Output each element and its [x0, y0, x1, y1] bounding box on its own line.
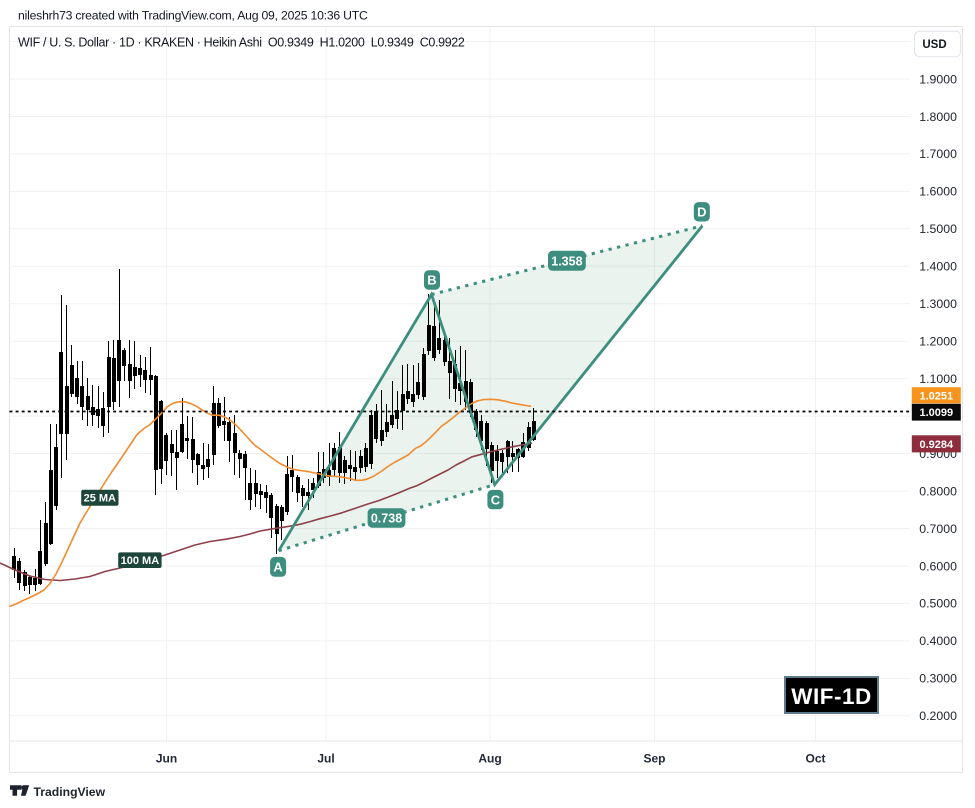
- svg-text:0.6000: 0.6000: [919, 559, 957, 573]
- svg-text:nileshrh73 created with Tradin: nileshrh73 created with TradingView.com,…: [18, 8, 368, 22]
- svg-text:1.4000: 1.4000: [919, 260, 957, 274]
- svg-text:1.8000: 1.8000: [919, 110, 957, 124]
- svg-text:0.8000: 0.8000: [919, 484, 957, 498]
- svg-text:Oct: Oct: [805, 752, 825, 766]
- svg-text:25 MA: 25 MA: [84, 493, 116, 505]
- svg-text:0.9284: 0.9284: [919, 439, 954, 451]
- svg-text:1.7000: 1.7000: [919, 147, 957, 161]
- svg-text:1.3000: 1.3000: [919, 297, 957, 311]
- svg-text:1.1000: 1.1000: [919, 372, 957, 386]
- svg-text:D: D: [697, 205, 706, 220]
- svg-text:1.2000: 1.2000: [919, 335, 957, 349]
- svg-text:C: C: [491, 492, 501, 507]
- svg-text:1.9000: 1.9000: [919, 72, 957, 86]
- svg-text:TradingView: TradingView: [34, 785, 106, 799]
- svg-text:Sep: Sep: [643, 752, 665, 766]
- svg-text:Jun: Jun: [156, 752, 177, 766]
- svg-text:0.2000: 0.2000: [919, 709, 957, 723]
- svg-text:WIF / U. S. Dollar · 1D · KRAK: WIF / U. S. Dollar · 1D · KRAKEN · Heiki…: [18, 35, 465, 49]
- svg-text:Jul: Jul: [317, 752, 334, 766]
- svg-text:0.7000: 0.7000: [919, 522, 957, 536]
- svg-text:1.0251: 1.0251: [919, 390, 953, 402]
- svg-text:1.0099: 1.0099: [919, 407, 953, 419]
- svg-text:0.4000: 0.4000: [919, 634, 957, 648]
- svg-text:B: B: [427, 273, 436, 288]
- svg-text:A: A: [273, 560, 283, 575]
- svg-text:0.5000: 0.5000: [919, 597, 957, 611]
- svg-text:1.358: 1.358: [551, 254, 582, 268]
- svg-text:1.6000: 1.6000: [919, 185, 957, 199]
- svg-text:WIF-1D: WIF-1D: [791, 684, 872, 709]
- svg-text:1.5000: 1.5000: [919, 222, 957, 236]
- svg-text:0.3000: 0.3000: [919, 672, 957, 686]
- svg-text:USD: USD: [922, 39, 946, 51]
- svg-text:Aug: Aug: [478, 752, 501, 766]
- svg-text:100 MA: 100 MA: [121, 555, 160, 567]
- svg-text:0.738: 0.738: [371, 512, 402, 526]
